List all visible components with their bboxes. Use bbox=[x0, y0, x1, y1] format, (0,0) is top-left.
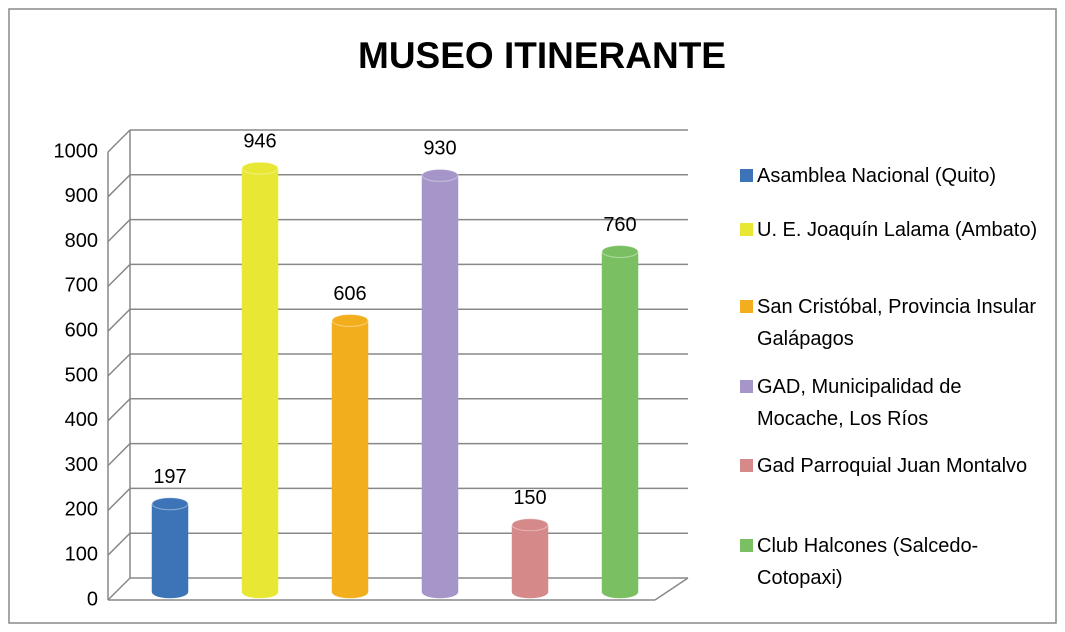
legend-swatch bbox=[740, 300, 753, 313]
grid-line bbox=[107, 129, 131, 153]
y-tick-label: 1000 bbox=[54, 140, 99, 162]
bar bbox=[151, 503, 189, 599]
value-label: 150 bbox=[513, 487, 546, 509]
grid-line bbox=[107, 487, 131, 511]
bar bbox=[241, 167, 279, 599]
legend-entry: Club Halcones (Salcedo-Cotopaxi) bbox=[740, 530, 1040, 594]
bar bbox=[421, 175, 459, 599]
y-tick-label: 500 bbox=[65, 364, 98, 386]
legend-swatch bbox=[740, 539, 753, 552]
legend-swatch bbox=[740, 380, 753, 393]
grid-line bbox=[107, 577, 131, 601]
chart-title: MUSEO ITINERANTE bbox=[358, 35, 726, 76]
bar-top bbox=[241, 161, 279, 175]
grid-line bbox=[107, 174, 131, 198]
bar bbox=[511, 524, 549, 599]
legend-label: U. E. Joaquín Lalama (Ambato) bbox=[757, 219, 1038, 241]
y-tick-label: 100 bbox=[65, 543, 98, 565]
bar bbox=[601, 251, 639, 599]
legend-entry: U. E. Joaquín Lalama (Ambato) bbox=[740, 214, 1040, 246]
bar bbox=[331, 320, 369, 599]
legend-swatch bbox=[740, 169, 753, 182]
value-label: 197 bbox=[153, 466, 186, 488]
legend-entry: San Cristóbal, Provincia Insular Galápag… bbox=[740, 291, 1040, 355]
value-label: 930 bbox=[423, 138, 456, 160]
legend-label: Asamblea Nacional (Quito) bbox=[757, 165, 996, 187]
legend-label: Gad Parroquial Juan Montalvo bbox=[757, 455, 1028, 477]
bar-top bbox=[511, 518, 549, 532]
legend-label: Club Halcones (Salcedo-Cotopaxi) bbox=[757, 535, 979, 589]
value-label: 946 bbox=[243, 130, 276, 152]
grid-line bbox=[107, 398, 131, 422]
y-tick-label: 800 bbox=[65, 230, 98, 252]
legend-entry: Asamblea Nacional (Quito) bbox=[740, 160, 1040, 192]
y-tick-label: 900 bbox=[65, 185, 98, 207]
value-label: 606 bbox=[333, 283, 366, 305]
legend-label: San Cristóbal, Provincia Insular Galápag… bbox=[757, 296, 1037, 350]
y-tick-label: 400 bbox=[65, 409, 98, 431]
legend-swatch bbox=[740, 223, 753, 236]
legend-swatch bbox=[740, 459, 753, 472]
y-tick-label: 600 bbox=[65, 319, 98, 341]
y-tick-label: 200 bbox=[65, 499, 98, 521]
bar-top bbox=[151, 497, 189, 511]
y-tick-label: 300 bbox=[65, 454, 98, 476]
grid-line bbox=[107, 263, 131, 287]
y-tick-label: 700 bbox=[65, 275, 98, 297]
legend-entry: GAD, Municipalidad de Mocache, Los Ríos bbox=[740, 371, 1040, 435]
grid-line bbox=[107, 532, 131, 556]
grid-line bbox=[107, 443, 131, 467]
grid-line bbox=[107, 353, 131, 377]
bar-top bbox=[331, 314, 369, 328]
floor bbox=[654, 577, 689, 601]
bar-top bbox=[601, 245, 639, 259]
value-label: 760 bbox=[603, 214, 636, 236]
bar-top bbox=[421, 168, 459, 182]
y-tick-label: 0 bbox=[87, 588, 98, 610]
grid-line bbox=[107, 308, 131, 332]
legend-label: GAD, Municipalidad de Mocache, Los Ríos bbox=[757, 376, 962, 430]
legend-entry: Gad Parroquial Juan Montalvo bbox=[740, 450, 1040, 482]
grid-line bbox=[107, 219, 131, 243]
